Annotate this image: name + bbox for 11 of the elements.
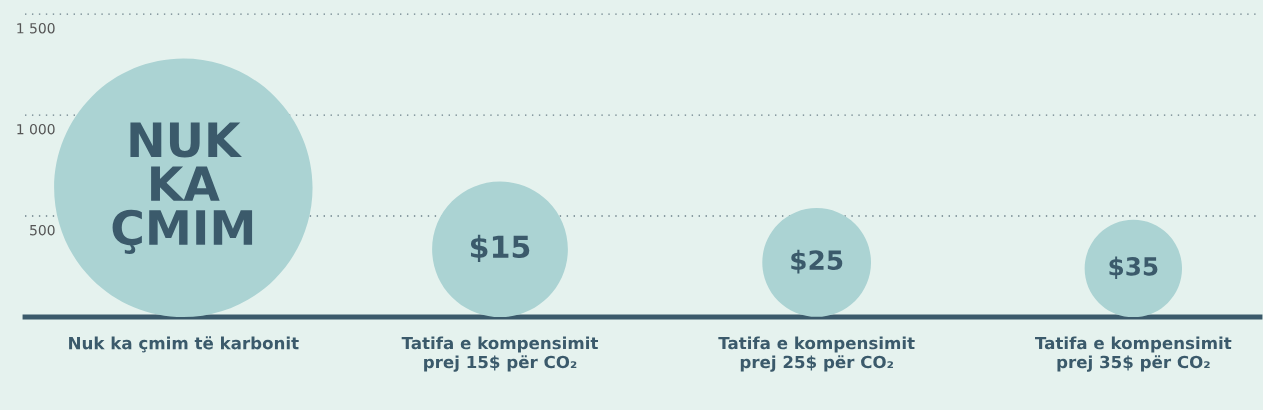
y-tick-label: 1 000 bbox=[17, 123, 55, 135]
annotation: NUK KA ÇMIM bbox=[112, 122, 253, 254]
x-tick-label: Tatifa e kompensimit prej 25$ për CO₂ bbox=[718, 336, 915, 372]
y-tick-label: 500 bbox=[30, 224, 55, 236]
x-tick-label: Tatifa e kompensimit prej 15$ për CO₂ bbox=[401, 336, 599, 372]
annotation: $35 bbox=[1109, 256, 1158, 279]
x-tick-label: Nuk ka çmim të karbonit bbox=[69, 336, 299, 353]
annotation: $25 bbox=[791, 249, 843, 274]
y-tick-label: 1 500 bbox=[17, 22, 55, 34]
x-tick-label: Tatifa e kompensimit prej 35$ për CO₂ bbox=[1035, 336, 1232, 372]
annotation: $15 bbox=[470, 234, 530, 263]
